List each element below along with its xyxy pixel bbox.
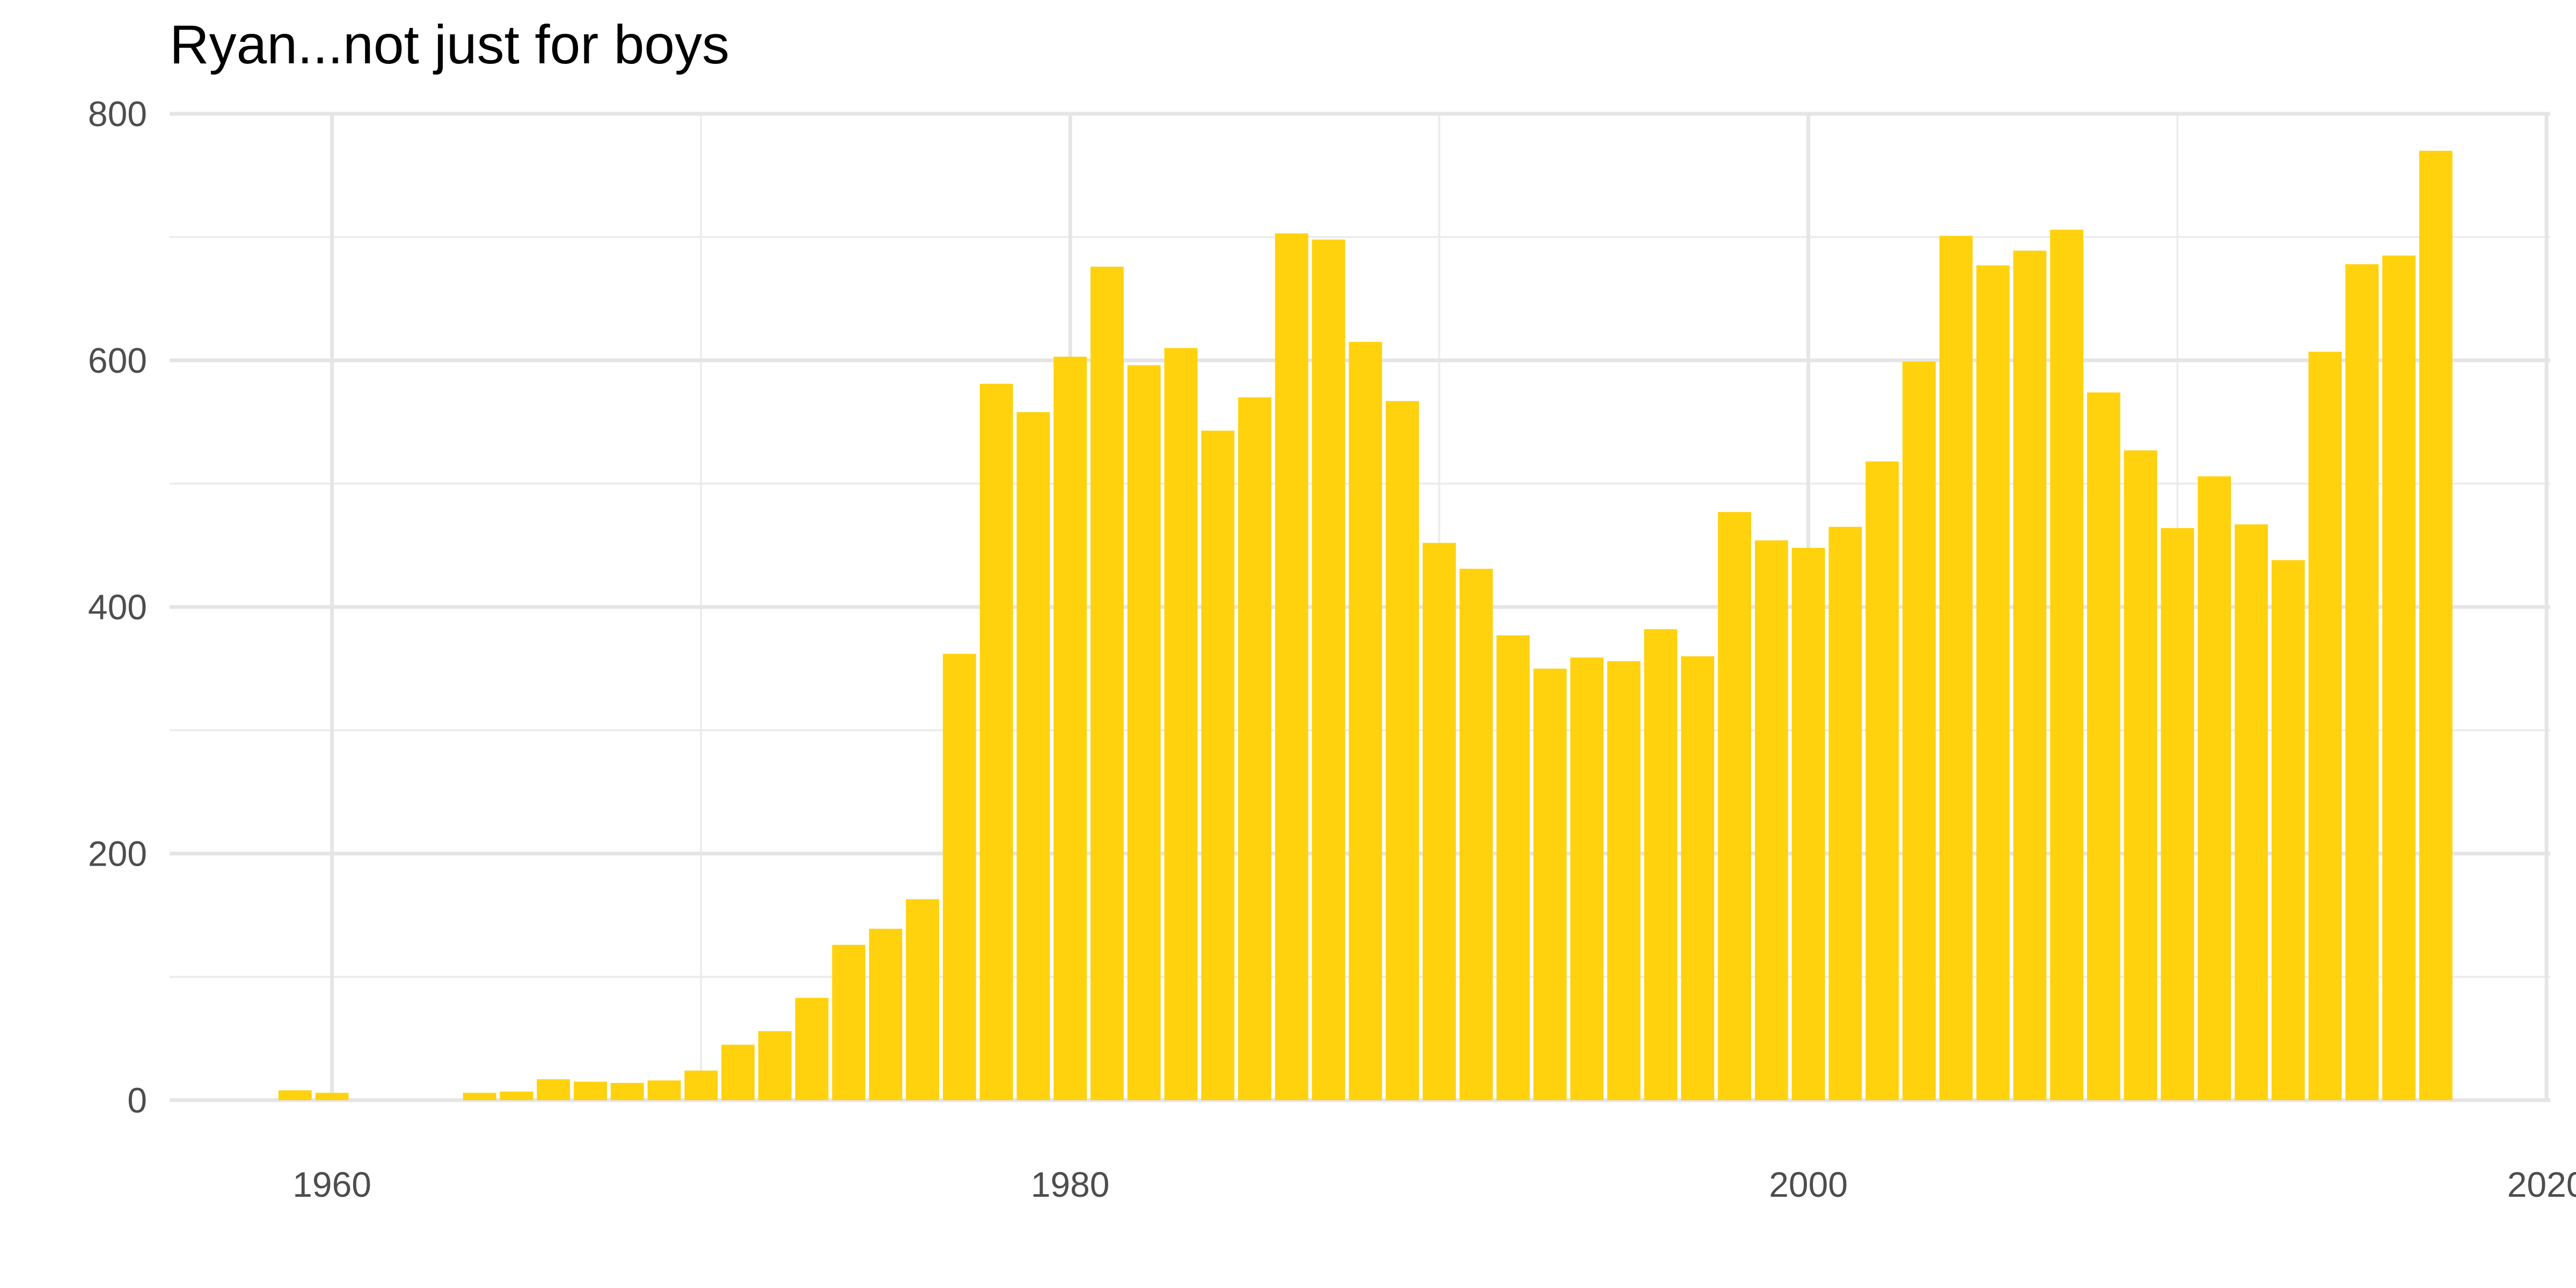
y-tick-label: 200 [88, 834, 147, 874]
bar-2004 [1939, 236, 1973, 1100]
bar-1973 [795, 998, 829, 1100]
bar-1998 [1718, 512, 1752, 1100]
bar-1960 [315, 1093, 349, 1100]
bar-1999 [1754, 540, 1788, 1100]
bar-2000 [1791, 547, 1825, 1100]
bar-1975 [869, 928, 903, 1100]
bar-1971 [721, 1044, 755, 1100]
x-tick-label: 1960 [292, 1165, 371, 1204]
bar-1985 [1238, 397, 1271, 1100]
bar-1964 [463, 1093, 496, 1100]
bar-2017 [2419, 150, 2453, 1100]
y-tick-label: 0 [127, 1080, 147, 1120]
bar-2002 [1865, 461, 1899, 1100]
bar-2010 [2161, 528, 2194, 1101]
bar-1995 [1607, 661, 1641, 1100]
bar-1968 [610, 1082, 644, 1100]
bar-1984 [1201, 430, 1235, 1100]
bar-1979 [1016, 412, 1050, 1100]
bar-1983 [1164, 348, 1198, 1100]
bar-1982 [1127, 365, 1161, 1101]
bar-1988 [1349, 342, 1382, 1100]
bar-1974 [832, 945, 866, 1100]
bar-1977 [942, 654, 976, 1100]
bar-2013 [2271, 560, 2305, 1100]
bar-2016 [2382, 255, 2416, 1100]
bar-2011 [2198, 476, 2231, 1100]
bar-1969 [647, 1080, 681, 1100]
bar-1972 [758, 1031, 792, 1100]
y-tick-label: 800 [88, 94, 147, 134]
bar-1970 [684, 1070, 718, 1100]
x-tick-label: 1980 [1031, 1165, 1110, 1204]
bar-1997 [1681, 656, 1715, 1100]
bar-2007 [2050, 229, 2083, 1101]
bar-1978 [979, 384, 1013, 1100]
y-tick-label: 600 [88, 341, 147, 380]
bar-1967 [574, 1081, 607, 1100]
bar-1965 [500, 1091, 533, 1100]
bar-2003 [1902, 361, 1936, 1100]
bar-1992 [1496, 635, 1530, 1100]
bar-2008 [2087, 392, 2120, 1100]
bar-2014 [2308, 352, 2342, 1100]
bar-1981 [1090, 266, 1124, 1100]
bar-1976 [906, 899, 939, 1100]
bar-1986 [1275, 233, 1308, 1100]
x-tick-label: 2000 [1769, 1165, 1848, 1204]
bar-1990 [1422, 543, 1456, 1100]
bar-1959 [278, 1090, 312, 1100]
bar-1993 [1533, 668, 1567, 1100]
bar-1991 [1459, 568, 1493, 1100]
bar-2015 [2345, 264, 2379, 1100]
bar-2001 [1828, 526, 1862, 1100]
bars [278, 150, 2453, 1101]
bar-2009 [2124, 450, 2157, 1100]
bar-2006 [2013, 251, 2047, 1101]
x-axis-tick-labels: 1960 1980 2000 2020 [292, 1165, 2576, 1204]
bar-1987 [1312, 239, 1345, 1101]
y-axis-tick-labels: 0 200 400 600 800 [88, 94, 147, 1120]
bar-1996 [1644, 629, 1678, 1100]
bar-1989 [1386, 401, 1419, 1100]
bar-2012 [2234, 524, 2268, 1100]
bar-1966 [537, 1079, 570, 1100]
y-tick-label: 400 [88, 587, 147, 627]
x-tick-label: 2020 [2507, 1165, 2576, 1204]
bar-1980 [1053, 356, 1087, 1101]
bar-1994 [1570, 657, 1604, 1100]
chart-title: Ryan...not just for boys [170, 14, 729, 75]
bar-2005 [1976, 265, 2010, 1100]
